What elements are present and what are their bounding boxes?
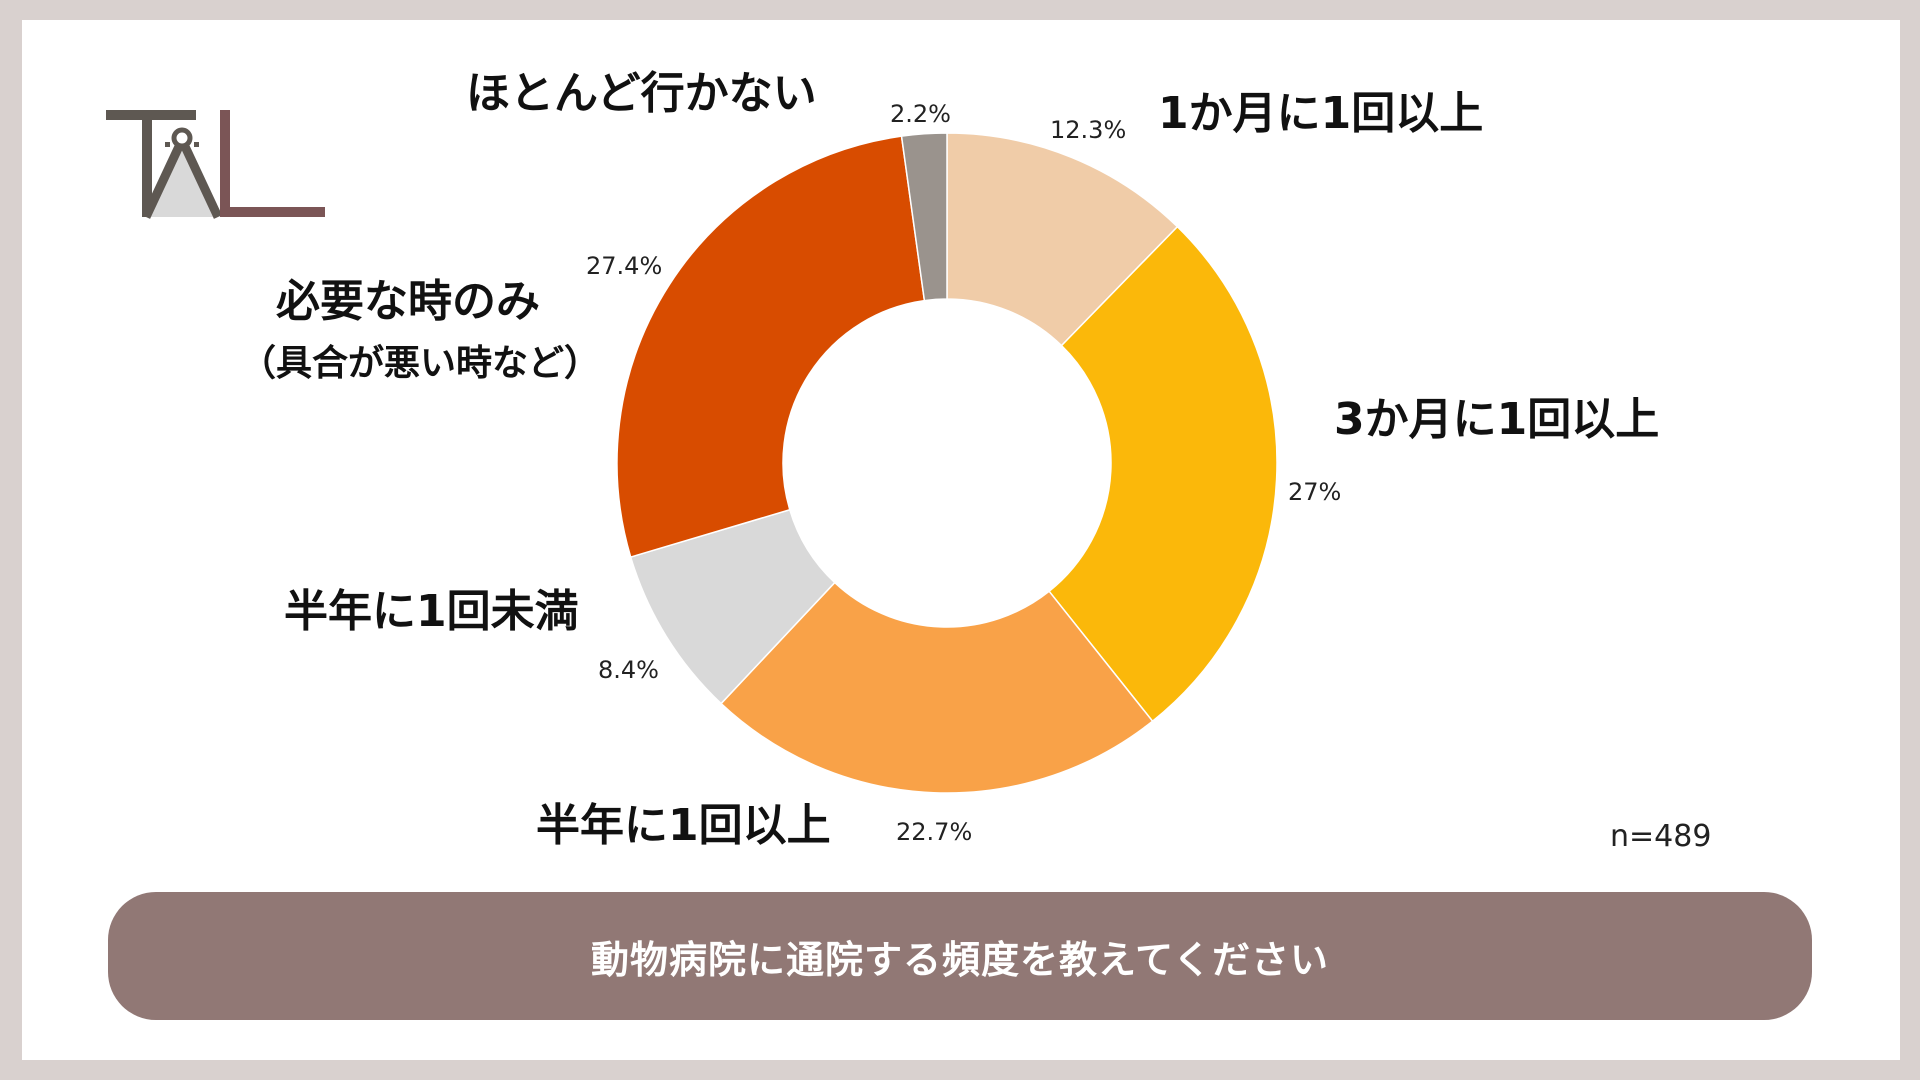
question-banner: 動物病院に通院する頻度を教えてください [108, 892, 1812, 1020]
label-quarterly: 3か月に1回以上 [1334, 394, 1660, 445]
donut-slice-1 [1048, 225, 1278, 723]
label-half-year: 半年に1回以上 [536, 800, 831, 851]
donut-slice-5 [900, 132, 948, 302]
pct-half-year: 22.7% [896, 818, 973, 846]
pct-rarely: 2.2% [890, 100, 951, 128]
sample-size: n=489 [1610, 819, 1712, 854]
donut-slice-0 [946, 132, 1179, 347]
label-when-needed-sub: （具合が悪い時など） [240, 343, 601, 384]
label-under-half-year: 半年に1回未満 [284, 586, 579, 637]
donut-slice-2 [720, 581, 1154, 794]
logo-mark [106, 110, 325, 219]
pct-under-half-year: 8.4% [598, 656, 659, 684]
label-monthly: 1か月に1回以上 [1158, 88, 1484, 139]
donut-slice-4 [616, 135, 926, 558]
tal-logo [106, 102, 326, 226]
pct-monthly: 12.3% [1050, 116, 1127, 144]
label-when-needed: 必要な時のみ [276, 276, 540, 327]
pct-quarterly: 27% [1288, 478, 1342, 506]
label-rarely: ほとんど行かない [466, 68, 817, 119]
pct-when-needed: 27.4% [586, 252, 663, 280]
